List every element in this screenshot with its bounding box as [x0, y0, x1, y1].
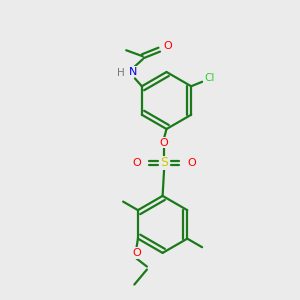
Text: O: O: [163, 41, 172, 51]
Text: Cl: Cl: [204, 73, 214, 83]
Text: H: H: [117, 68, 125, 78]
Text: S: S: [160, 156, 168, 170]
Text: N: N: [129, 67, 137, 77]
Text: O: O: [132, 158, 141, 168]
Text: O: O: [187, 158, 196, 168]
Text: O: O: [160, 137, 169, 148]
Text: O: O: [132, 248, 141, 258]
